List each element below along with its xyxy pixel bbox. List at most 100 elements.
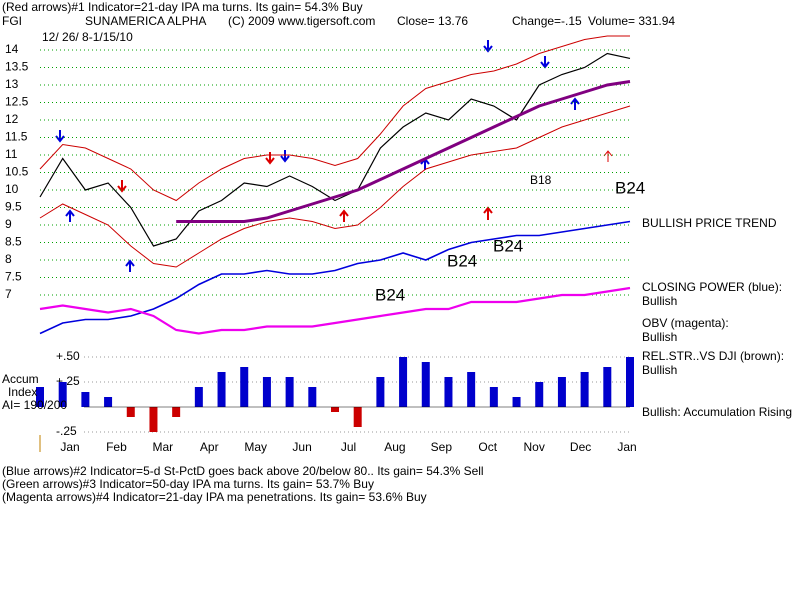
accum-bar xyxy=(580,372,589,407)
x-tick-label: Mar xyxy=(152,440,173,454)
header-text: SUNAMERICA ALPHA xyxy=(85,14,206,28)
side-label: Bullish xyxy=(642,363,677,377)
accum-bar xyxy=(149,407,158,432)
footer-text: (Green arrows)#3 Indicator=50-day IPA ma… xyxy=(2,477,374,491)
side-label: Bullish xyxy=(642,330,677,344)
accum-label: Index xyxy=(8,385,37,399)
header-text: 12/ 26/ 8-1/15/10 xyxy=(42,30,133,44)
accum-bar xyxy=(444,377,453,407)
accum-label: AI= 190/200 xyxy=(2,398,67,412)
accum-bar xyxy=(172,407,181,417)
accum-label: Accum xyxy=(2,372,39,386)
arrow xyxy=(55,130,65,143)
accum-bar xyxy=(262,377,271,407)
accum-bar xyxy=(421,362,430,407)
accum-bar xyxy=(489,387,498,407)
annotation: B24 xyxy=(493,236,523,255)
annotation: B24 xyxy=(615,178,645,197)
header-text: Close= 13.76 xyxy=(397,14,468,28)
accum-bar xyxy=(376,377,385,407)
side-label: REL.STR..VS DJI (brown): xyxy=(642,349,784,363)
accum-bar xyxy=(285,377,294,407)
accum-bar xyxy=(626,357,634,407)
arrow xyxy=(117,180,127,193)
side-label: Bullish xyxy=(642,294,677,308)
x-tick-label: Dec xyxy=(570,440,591,454)
side-label: BULLISH PRICE TREND xyxy=(642,216,777,230)
header-text: Volume= 331.94 xyxy=(588,14,675,28)
accum-bar xyxy=(557,377,566,407)
side-label: OBV (magenta): xyxy=(642,316,729,330)
accum-bar xyxy=(194,387,203,407)
y-tick-label: 13.5 xyxy=(5,60,29,74)
y-tick-label: 10 xyxy=(5,182,19,196)
annotation: B24 xyxy=(447,251,477,270)
accum-bar xyxy=(603,367,612,407)
series-line xyxy=(176,80,631,223)
accum-bar xyxy=(126,407,135,417)
accum-bar xyxy=(331,407,339,412)
arrow xyxy=(603,150,613,162)
y-tick-label: 8 xyxy=(5,252,12,266)
header-text: (Red arrows)#1 Indicator=21-day IPA ma t… xyxy=(2,0,363,14)
x-tick-label: Nov xyxy=(523,440,544,454)
annotation: B24 xyxy=(375,285,405,304)
y-tick-label: 8.5 xyxy=(5,235,22,249)
x-tick-label: May xyxy=(244,440,267,454)
x-tick-label: Apr xyxy=(200,440,219,454)
y-tick-label: 7.5 xyxy=(5,270,22,284)
accum-bar xyxy=(58,382,67,407)
side-label: CLOSING POWER (blue): xyxy=(642,280,782,294)
series-line xyxy=(39,220,631,335)
y2-tick-label: +.50 xyxy=(56,349,80,363)
y-tick-label: 13 xyxy=(5,77,19,91)
footer-text: (Magenta arrows)#4 Indicator=21-day IPA … xyxy=(2,490,427,504)
series-line xyxy=(39,35,630,202)
arrow xyxy=(65,209,75,222)
x-tick-label: Jan xyxy=(617,440,636,454)
arrow xyxy=(265,152,275,165)
arrow xyxy=(125,259,135,272)
header-text: Change=-.15 xyxy=(512,14,582,28)
accum-bar xyxy=(81,392,90,407)
series-line xyxy=(39,286,631,335)
x-tick-label: Jan xyxy=(60,440,79,454)
y-tick-label: 10.5 xyxy=(5,165,29,179)
accum-bar xyxy=(217,372,226,407)
accum-bar xyxy=(104,397,113,407)
x-tick-label: Jun xyxy=(292,440,311,454)
annotation: B18 xyxy=(530,173,552,187)
header-text: FGI xyxy=(2,14,22,28)
header-text: (C) 2009 www.tigersoft.com xyxy=(228,14,375,28)
y-tick-label: 12 xyxy=(5,112,19,126)
y-tick-label: 14 xyxy=(5,42,19,56)
y-tick-label: 11 xyxy=(5,147,18,161)
footer-text: (Blue arrows)#2 Indicator=5-d St-PctD go… xyxy=(2,464,484,478)
accum-bar xyxy=(240,367,249,407)
x-tick-label: Oct xyxy=(478,440,497,454)
x-tick-label: Jul xyxy=(341,440,356,454)
y-tick-label: 9 xyxy=(5,217,12,231)
accum-bar xyxy=(512,397,521,407)
accum-bar xyxy=(36,387,44,407)
accum-bar xyxy=(399,357,408,407)
side-label: Bullish: Accumulation Rising xyxy=(642,405,792,419)
x-tick-label: Feb xyxy=(106,440,127,454)
series-line xyxy=(39,105,631,268)
accum-bar xyxy=(353,407,362,427)
y-tick-label: 11.5 xyxy=(5,130,28,144)
accum-bar xyxy=(535,382,544,407)
accum-bar xyxy=(467,372,476,407)
x-tick-label: Sep xyxy=(431,440,453,454)
accum-bar xyxy=(308,387,317,407)
arrow xyxy=(483,40,493,53)
series-line xyxy=(39,52,631,247)
y2-tick-label: -.25 xyxy=(56,424,77,438)
x-tick-label: Aug xyxy=(384,440,405,454)
y-tick-label: 9.5 xyxy=(5,200,22,214)
arrow xyxy=(339,209,349,222)
y-tick-label: 7 xyxy=(5,287,12,301)
y-tick-label: 12.5 xyxy=(5,95,29,109)
